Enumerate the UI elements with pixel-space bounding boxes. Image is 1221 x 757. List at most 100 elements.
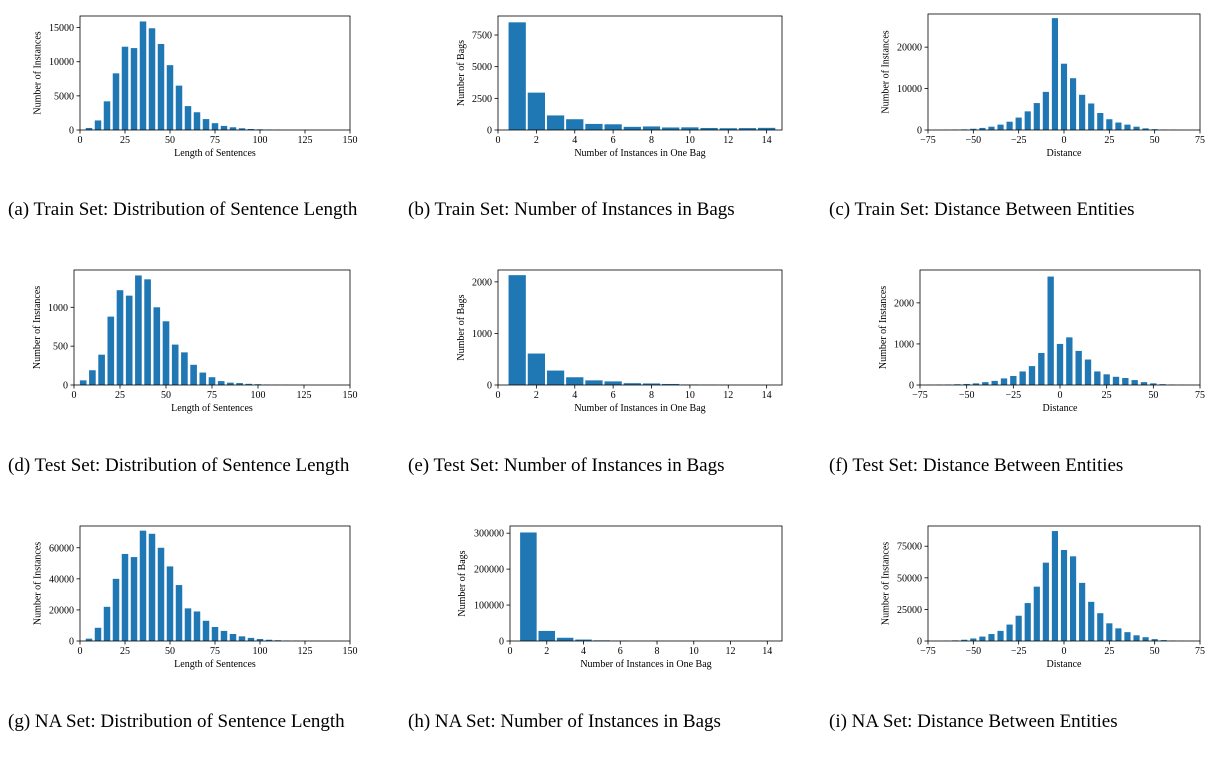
x-tick-label: 8 (649, 135, 654, 146)
chart-panel-e: 0 2 4 6 8 10 12 14 0 1000 2000 Number of Instances … (408, 256, 813, 516)
bar (623, 383, 641, 385)
bar (963, 383, 970, 385)
bar (642, 383, 661, 385)
bar (719, 128, 737, 130)
bar (184, 608, 192, 641)
bar (1047, 276, 1054, 385)
x-tick-label: 125 (297, 390, 312, 401)
caption-i: (i) NA Set: Distance Between Entities (829, 711, 1118, 732)
bar (508, 22, 526, 130)
x-axis-label: Length of Sentences (174, 148, 256, 159)
bar (247, 128, 255, 130)
bar (229, 634, 237, 641)
x-tick-label: 0 (1058, 390, 1063, 401)
y-tick-label: 0 (917, 126, 922, 137)
bar (121, 553, 129, 641)
bar (130, 48, 138, 130)
chart-panel-g: 0 25 50 75 100 125 150 0 20000 40000 60000 Length o… (0, 512, 405, 757)
y-tick-label: 1000 (472, 329, 492, 340)
bar (1042, 91, 1049, 130)
y-tick-label: 500 (53, 342, 68, 353)
y-axis-label: Number of Instances (881, 542, 892, 625)
bar (157, 43, 165, 131)
x-tick-label: 75 (210, 135, 220, 146)
bar (1088, 103, 1095, 130)
chart-c: −75 −50 −25 0 25 50 75 0 10000 20000 Distance Numbe… (881, 13, 1205, 159)
bar (85, 638, 93, 641)
bar (758, 127, 776, 130)
bar (1024, 603, 1031, 641)
bar (175, 585, 183, 641)
y-axis-label: Number of Instances (33, 542, 44, 625)
chart-panel-f: −75 −50 −25 0 25 50 75 0 1000 2000 Distance Number … (822, 256, 1221, 516)
y-tick-label: 20000 (49, 605, 74, 616)
x-tick-label: 4 (572, 135, 577, 146)
y-tick-label: 25000 (897, 605, 922, 616)
y-tick-label: 0 (69, 126, 74, 137)
bar (208, 377, 216, 385)
x-tick-label: −25 (1011, 135, 1027, 146)
bar (988, 634, 995, 641)
chart-a: 0 25 50 75 100 125 150 0 5000 10000 15000 Length of… (33, 15, 358, 159)
y-tick-label: 5000 (472, 62, 492, 73)
bar (997, 124, 1004, 130)
x-tick-label: −50 (966, 135, 982, 146)
x-axis-label: Number of Instances in One Bag (574, 148, 705, 159)
plot-frame (497, 15, 783, 131)
chart-panel-d: 0 25 50 75 100 125 150 0 500 1000 Length of Senten… (0, 256, 405, 516)
bar (604, 124, 622, 130)
x-axis-label: Number of Instances in One Bag (574, 403, 705, 414)
bar (199, 372, 207, 385)
x-tick-label: 10 (685, 390, 695, 401)
bar (175, 85, 183, 130)
bar (1024, 111, 1031, 130)
bar (979, 127, 986, 130)
x-tick-label: 0 (496, 135, 501, 146)
x-tick-label: 0 (78, 135, 83, 146)
bar (121, 46, 129, 130)
y-tick-label: 2000 (472, 277, 492, 288)
y-tick-label: 0 (63, 381, 68, 392)
bar (700, 127, 718, 130)
y-tick-label: 2000 (894, 298, 914, 309)
plot-frame (79, 15, 351, 131)
bar (162, 321, 170, 385)
x-tick-label: 75 (1195, 646, 1205, 657)
x-tick-label: 125 (298, 135, 313, 146)
bar (1103, 374, 1110, 385)
x-tick-label: 10 (685, 135, 695, 146)
bar (1033, 586, 1040, 641)
x-tick-label: 25 (1104, 646, 1114, 657)
x-tick-label: 14 (762, 135, 772, 146)
plot-frame (509, 525, 783, 642)
x-tick-label: 14 (762, 646, 772, 657)
x-tick-label: 25 (1102, 390, 1112, 401)
x-tick-label: 100 (253, 135, 268, 146)
bar (1097, 613, 1104, 641)
x-tick-label: −50 (966, 646, 982, 657)
bar (144, 279, 151, 385)
bar (1140, 382, 1148, 385)
bar (89, 370, 96, 385)
x-tick-label: 14 (762, 390, 772, 401)
y-axis-label: Number of Instances (33, 31, 44, 114)
bar (220, 125, 228, 130)
bar (190, 364, 197, 385)
plot-frame (73, 269, 351, 386)
bar (1006, 121, 1013, 130)
caption-g: (g) NA Set: Distribution of Sentence Len… (8, 711, 345, 732)
x-tick-label: 75 (1195, 135, 1205, 146)
x-tick-label: 0 (496, 390, 501, 401)
x-tick-label: 75 (1195, 390, 1205, 401)
bar (1124, 632, 1131, 641)
bar (1069, 556, 1077, 641)
bar (508, 275, 526, 385)
x-tick-label: 25 (115, 390, 125, 401)
bar (116, 290, 124, 385)
bar (1142, 637, 1149, 641)
y-tick-label: 20000 (897, 43, 922, 54)
x-tick-label: 75 (210, 646, 220, 657)
caption-e: (e) Test Set: Number of Instances in Bag… (408, 455, 725, 476)
bar (112, 73, 120, 130)
x-tick-label: 50 (1150, 646, 1160, 657)
